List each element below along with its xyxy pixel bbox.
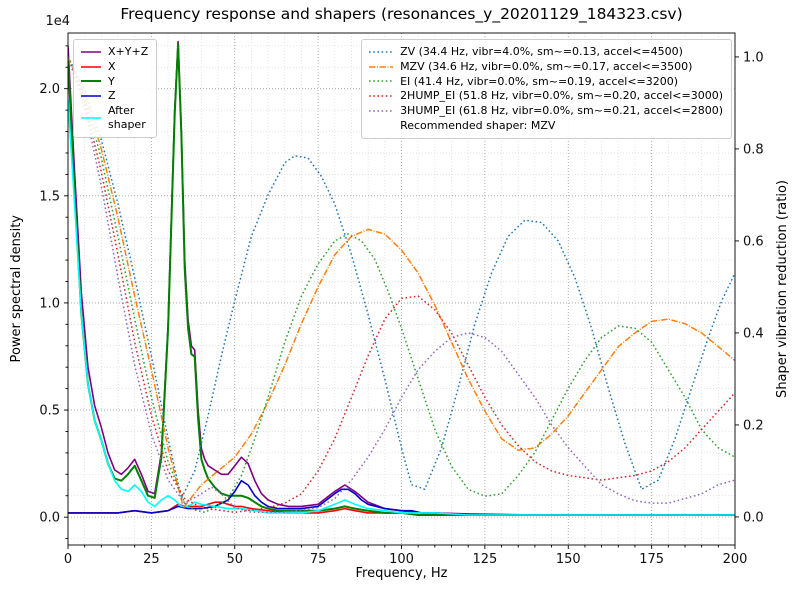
legend-item: 2HUMP_EI (51.8 Hz, vibr=0.0%, sm~=0.20, … xyxy=(368,89,723,103)
legend-label: 2HUMP_EI (51.8 Hz, vibr=0.0%, sm~=0.20, … xyxy=(400,89,723,103)
x-tick-label: 200 xyxy=(723,552,748,567)
legend-line-sample xyxy=(81,65,101,68)
series-y xyxy=(68,42,735,516)
y-left-tick-label: 1.0 xyxy=(39,296,60,311)
x-tick-label: 75 xyxy=(310,552,327,567)
legend-line-sample xyxy=(369,110,394,112)
y-left-tick-label: 0.0 xyxy=(39,511,60,526)
legend-item: After shaper xyxy=(80,104,148,132)
legend-item: EI (41.4 Hz, vibr=0.0%, sm~=0.19, accel<… xyxy=(368,75,723,89)
y-left-tick-label: 0.5 xyxy=(39,404,60,419)
x-tick-label: 25 xyxy=(143,552,160,567)
legend-label: MZV (34.6 Hz, vibr=0.0%, sm~=0.17, accel… xyxy=(400,59,693,73)
legend-line-sample xyxy=(369,95,394,97)
legend-item: MZV (34.6 Hz, vibr=0.0%, sm~=0.17, accel… xyxy=(368,60,723,74)
x-tick-label: 175 xyxy=(639,552,664,567)
x-tick-label: 100 xyxy=(389,552,414,567)
legend-label: EI (41.4 Hz, vibr=0.0%, sm~=0.19, accel<… xyxy=(400,74,679,88)
x-tick-label: 50 xyxy=(226,552,243,567)
legend-line-sample xyxy=(81,116,101,119)
x-axis-label: Frequency, Hz xyxy=(355,566,448,581)
tick-labels: 0 25 50 75 100 125 150 175 200 0.0 0.5 1.0 1.5 2.0 0.0… xyxy=(39,14,763,567)
legend-line-sample xyxy=(81,51,101,53)
series-3hump_ei xyxy=(68,56,735,514)
x-tick-label: 150 xyxy=(556,552,581,567)
y-left-tick-label: 1.5 xyxy=(39,189,60,204)
series-z xyxy=(68,479,735,516)
legend-item: X xyxy=(80,60,148,74)
y-axis-offset-label: 1e4 xyxy=(45,14,70,29)
y-right-tick-label: 0.0 xyxy=(743,510,764,525)
y-right-tick-label: 0.4 xyxy=(743,326,764,341)
legend-line-sample xyxy=(81,80,101,83)
y-right-tick-label: 0.8 xyxy=(743,142,764,157)
series-after-shaper xyxy=(68,99,735,516)
axes-spines xyxy=(64,32,739,549)
y-right-tick-label: 0.6 xyxy=(743,234,764,249)
series-group xyxy=(68,40,735,516)
legend-label: Z xyxy=(108,89,116,103)
legend-line-sample xyxy=(369,65,394,68)
legend-item: Z xyxy=(80,89,148,103)
y-axis-label-left: Power spectral density xyxy=(6,33,26,545)
legend-label: 3HUMP_EI (61.8 Hz, vibr=0.0%, sm~=0.21, … xyxy=(400,104,723,117)
x-tick-label: 0 xyxy=(64,552,72,567)
y-right-tick-label: 0.2 xyxy=(743,418,764,433)
legend-line-sample xyxy=(369,51,394,53)
legend-label: After shaper xyxy=(108,104,146,131)
legend-note: Recommended shaper: MZV xyxy=(368,119,723,133)
series-2hump_ei xyxy=(68,56,735,514)
y-left-tick-label: 2.0 xyxy=(39,82,60,97)
legend-label: Y xyxy=(108,74,115,88)
x-tick-label: 125 xyxy=(472,552,497,567)
legend-item: ZV (34.4 Hz, vibr=4.0%, sm~=0.13, accel<… xyxy=(368,45,723,59)
legend-line-sample xyxy=(81,95,101,97)
legend-item: X+Y+Z xyxy=(80,45,148,59)
shaper-legend: ZV (34.4 Hz, vibr=4.0%, sm~=0.13, accel<… xyxy=(361,39,732,139)
legend-label: X+Y+Z xyxy=(108,45,149,58)
y-axis-label-left-text: Power spectral density xyxy=(8,215,24,363)
recommended-shaper-text: Recommended shaper: MZV xyxy=(400,118,556,132)
y-right-tick-label: 1.0 xyxy=(743,50,764,65)
legend-item: 3HUMP_EI (61.8 Hz, vibr=0.0%, sm~=0.21, … xyxy=(368,104,723,118)
legend-label: X xyxy=(108,59,116,73)
chart-title: Frequency response and shapers (resonanc… xyxy=(120,5,683,23)
series-x+y+z xyxy=(68,40,735,516)
legend-item: Y xyxy=(80,75,148,89)
y-axis-label-right-text: Shaper vibration reduction (ratio) xyxy=(774,180,790,398)
legend-line-sample xyxy=(369,80,394,83)
psd-legend: X+Y+Z X Y Z After shaper xyxy=(73,39,158,138)
series-ei xyxy=(68,56,735,514)
series-zv xyxy=(68,56,735,500)
y-axis-label-right: Shaper vibration reduction (ratio) xyxy=(772,33,792,545)
legend-label: ZV (34.4 Hz, vibr=4.0%, sm~=0.13, accel<… xyxy=(400,45,683,58)
